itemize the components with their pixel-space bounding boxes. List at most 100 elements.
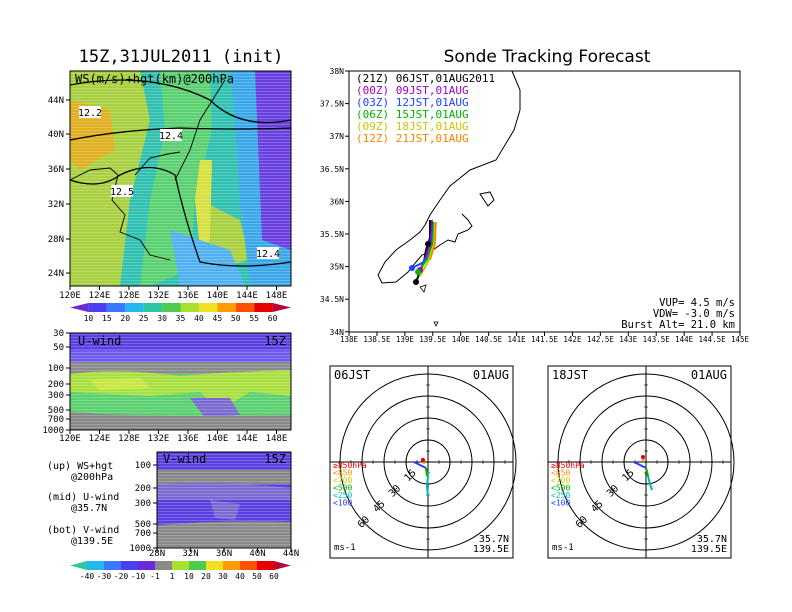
lon-tick-label: 143.5E [643,335,671,344]
colorbar-swatch [235,303,255,312]
colorbar-tick-label: -1 [150,572,160,581]
colorbar-tick-label: 50 [252,572,262,581]
colorbar-swatch [206,561,223,570]
lat-tick-label: 35.5N [320,230,344,239]
lon-tick-label: 144E [236,434,258,444]
colorbar-wind-speed: 10 15 20 25 30 35 40 45 50 55 60 [70,303,291,323]
hodograph-trace [425,467,428,477]
lon-tick-label: 140E [452,335,471,344]
lon-tick-label: 142E [563,335,582,344]
u-wind-time: 15Z [264,334,286,348]
colorbar-tick-label: 30 [218,572,228,581]
track-legend-entry: (00Z) 09JST,01AUG [356,84,469,97]
lat-tick-label: 38N [330,67,345,76]
lon-tick-label: 136E [177,434,199,444]
hodograph-unit: ms-1 [552,543,574,553]
lon-tick-label: 140.5E [475,335,503,344]
hodograph-trace [413,461,427,469]
pressure-level-legend: <700 [333,476,352,485]
colorbar-swatch [223,561,240,570]
pressure-tick-label: 1000 [42,426,64,436]
colorbar-swatch [162,303,181,312]
pressure-tick-label: 700 [48,415,64,425]
lat-tick-label: 35N [330,263,345,272]
lon-tick-label: 148E [266,291,288,301]
lon-tick-label: 132E [148,291,170,301]
v-wind-label: V-wind [163,452,206,466]
colorbar-tick-label: 20 [201,572,211,581]
side-note: @35.7N [71,503,107,514]
lon-tick-label: 124E [89,434,111,444]
lon-tick-label: 143E [619,335,638,344]
lon-tick-label: 141.5E [531,335,559,344]
track-legend-entry: (12Z) 21JST,01AUG [356,132,469,145]
lon-tick-label: 140E [207,291,229,301]
lat-tick-label: 32N [48,200,64,210]
colorbar-tick-label: 35 [176,314,186,323]
lat-tick-label: 44N [283,549,299,559]
right-title: Sonde Tracking Forecast [444,47,651,67]
colorbar-tick-label: -30 [97,572,112,581]
lat-tick-label: 40N [249,549,265,559]
lat-tick-label: 28N [48,235,64,245]
side-note: @200hPa [71,472,113,483]
pressure-level-legend: <500 [333,484,352,493]
lat-tick-label: 32N [182,549,198,559]
colorbar-tick-label: 25 [139,314,149,323]
colorbar-tick-label: 40 [194,314,204,323]
contour-label: 12.4 [256,249,280,260]
pressure-level-legend: <500 [551,484,570,493]
colorbar-tick-label: 30 [157,314,167,323]
lon-tick-label: 148E [266,434,288,444]
colorbar-swatch [155,561,172,570]
track-param: VUP= 4.5 m/s [659,297,735,309]
track-param: Burst Alt= 21.0 km [621,319,735,331]
side-note: (bot) V-wind [47,525,119,536]
hodograph-trace [633,461,647,469]
track-map [348,70,741,333]
colorbar-tick-label: 55 [249,314,259,323]
lon-tick-label: 144E [675,335,694,344]
hodograph-lat: 35.7N [697,534,727,545]
lon-tick-label: 139.5E [419,335,447,344]
colorbar-swatch [125,303,144,312]
colorbar-tick-label: 45 [213,314,223,323]
track-legend-entry: (03Z) 12JST,01AUG [356,96,469,109]
pressure-level-legend: <700 [551,476,570,485]
colorbar-swatch [87,561,104,570]
wind-speed-map: 12.2 12.4 12.5 12.4 WS(m/s)+hgt(km)@200h… [69,70,292,287]
pressure-level-legend: <850 [551,469,570,478]
lat-tick-label: 37.5N [320,100,344,109]
lon-tick-label: 141E [508,335,527,344]
lon-tick-label: 132E [148,434,170,444]
lat-tick-label: 36N [48,165,64,175]
contour-label: 12.5 [110,187,134,198]
colorbar-tick-label: -40 [80,572,95,581]
lat-tick-label: 34N [330,328,345,337]
colorbar-tick-label: -20 [114,572,129,581]
colorbar-swatch [138,561,155,570]
hodograph-lat: 35.7N [479,534,509,545]
pressure-tick-label: 300 [48,391,64,401]
lat-tick-label: 44N [48,96,64,106]
pressure-tick-label: 700 [135,529,151,539]
hodograph-unit: ms-1 [334,543,356,553]
track-legend-entry: (21Z) 06JST,01AUG2011 [356,72,495,85]
colorbar-swatch [172,561,189,570]
colorbar-tick-label: 15 [102,314,112,323]
pressure-tick-label: 500 [48,406,64,416]
v-wind-panel: V-wind 15Z [156,451,292,549]
hodograph-date: 01AUG [473,368,509,382]
side-note: @139.5E [71,536,113,547]
side-note: (mid) U-wind [47,492,119,503]
lon-tick-label: 138E [340,335,359,344]
lat-tick-label: 36.5N [320,165,344,174]
u-wind-panel: U-wind 15Z [69,332,292,431]
lon-tick-label: 145E [731,335,750,344]
lon-tick-label: 144E [236,291,258,301]
colorbar-swatch [180,303,199,312]
colorbar-swatch [217,303,236,312]
lat-tick-label: 34.5N [320,295,344,304]
